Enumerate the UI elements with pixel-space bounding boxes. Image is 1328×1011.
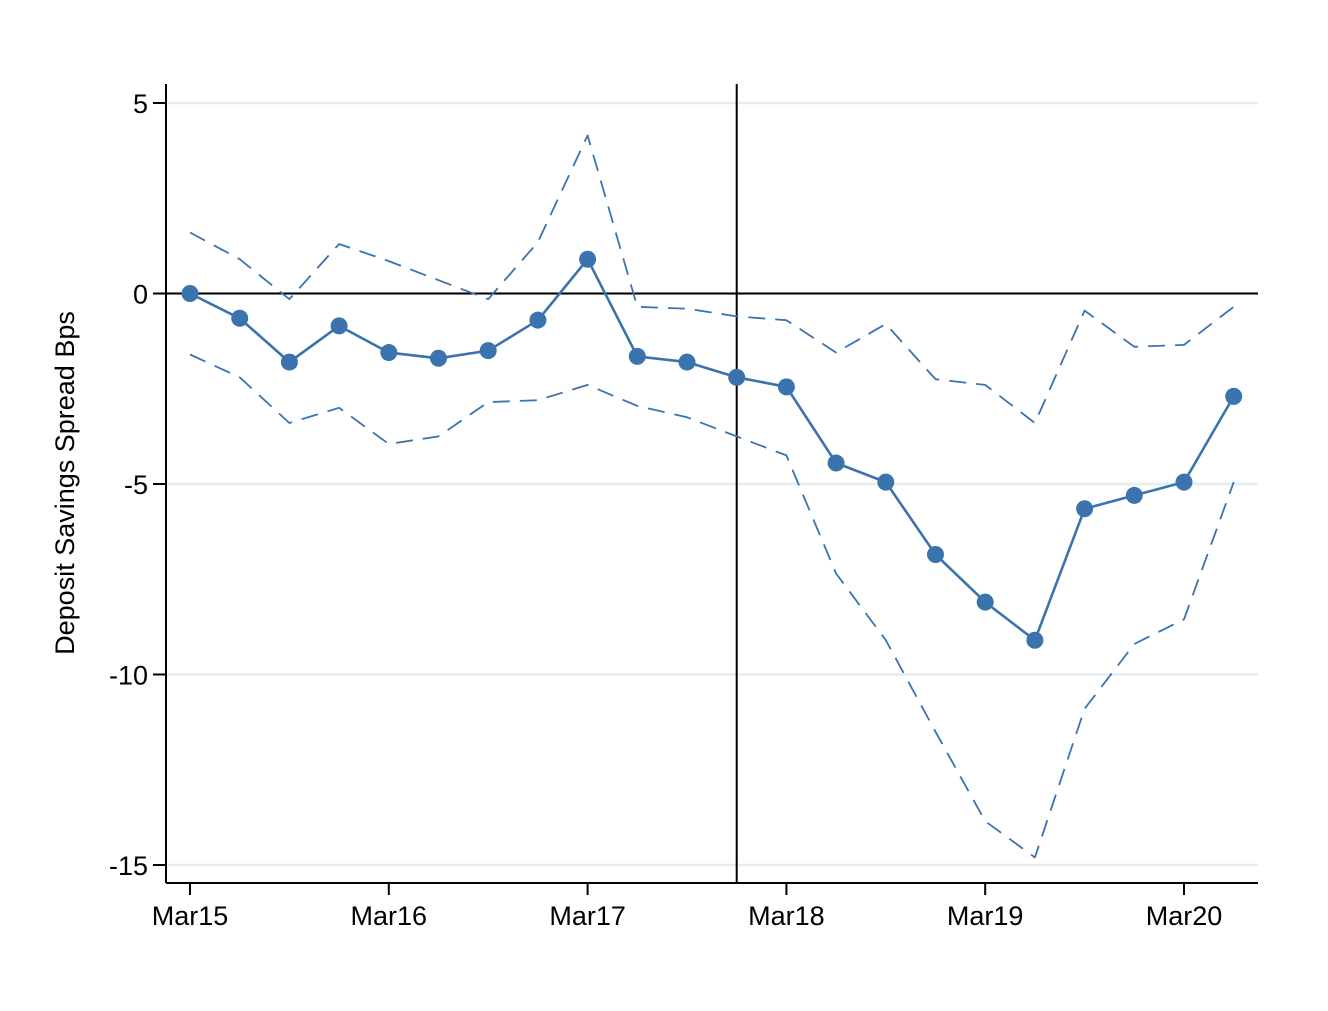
confidence-band-lines <box>189 134 1235 859</box>
data-point <box>628 347 646 365</box>
data-point <box>579 250 597 268</box>
data-point <box>877 473 895 491</box>
data-point <box>927 545 944 563</box>
data-point <box>280 353 298 371</box>
y-tick-label: -5 <box>124 470 148 500</box>
x-tick-label: Mar19 <box>947 901 1024 931</box>
reference-lines <box>166 84 1258 883</box>
data-point <box>1076 500 1094 518</box>
data-point <box>1026 631 1044 649</box>
x-tick-label: Mar18 <box>748 901 825 931</box>
data-point <box>678 353 696 371</box>
y-tick-label: 5 <box>133 89 148 119</box>
data-point <box>529 311 547 329</box>
gridlines <box>166 101 1258 867</box>
y-tick-label: -15 <box>109 851 148 881</box>
lower-bound-line <box>189 353 1235 859</box>
y-tick-label: 0 <box>133 280 148 310</box>
data-point <box>777 378 795 396</box>
estimate-series <box>181 250 1243 649</box>
data-point <box>1175 473 1193 491</box>
x-tick-label: Mar16 <box>351 901 428 931</box>
data-point <box>728 368 746 386</box>
data-point <box>380 344 398 362</box>
data-point <box>430 349 447 367</box>
data-point <box>827 454 845 472</box>
data-point <box>976 593 994 611</box>
data-point <box>1125 486 1143 504</box>
data-point <box>330 317 348 335</box>
y-axis-title: Deposit Savings Spread Bps <box>50 311 80 655</box>
x-tick-label: Mar15 <box>152 901 229 931</box>
x-tick-label: Mar20 <box>1146 901 1223 931</box>
data-point <box>181 285 199 302</box>
estimate-line <box>189 257 1235 642</box>
x-tick-label: Mar17 <box>549 901 626 931</box>
data-point <box>231 309 249 327</box>
y-tick-label: -10 <box>109 661 148 691</box>
data-point <box>479 342 497 360</box>
upper-bound-line <box>189 134 1235 424</box>
data-point <box>1225 387 1243 405</box>
